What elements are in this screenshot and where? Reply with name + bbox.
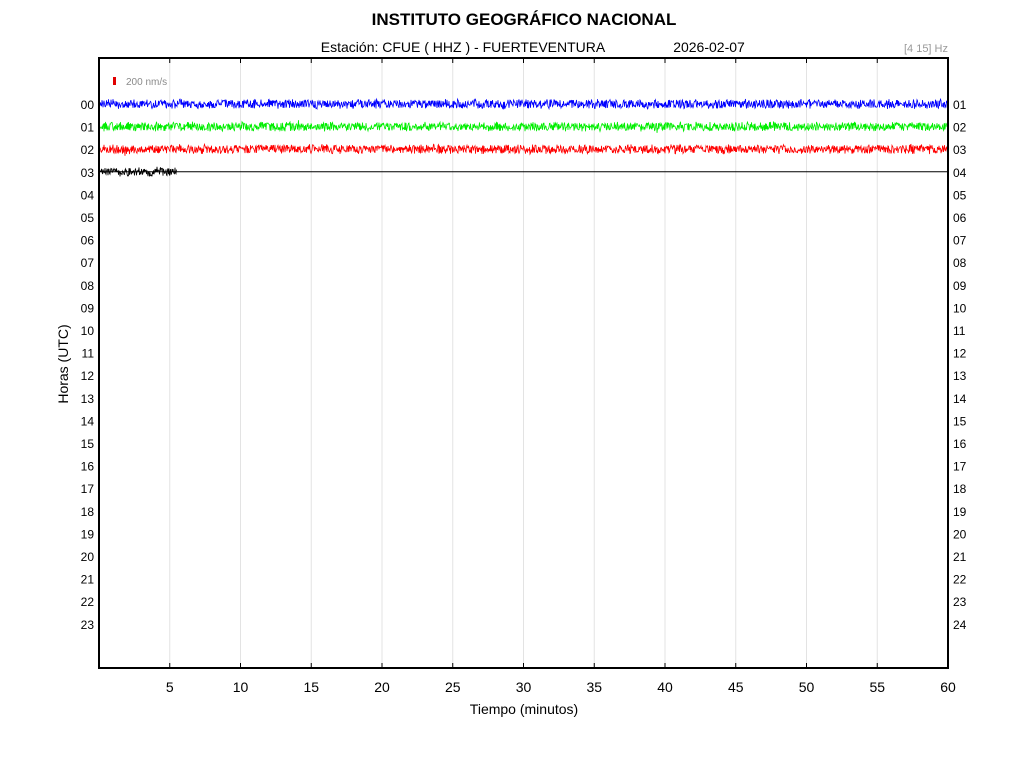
trace-hour-02 <box>98 142 949 156</box>
right-hour-label: 06 <box>953 211 967 225</box>
scale-bar <box>113 77 116 85</box>
seismic-traces <box>98 97 949 177</box>
left-hour-label: 02 <box>81 143 95 157</box>
right-hour-label: 16 <box>953 437 967 451</box>
x-axis-label: Tiempo (minutos) <box>470 701 578 717</box>
right-hour-label: 19 <box>953 505 967 519</box>
left-hour-label: 04 <box>81 188 95 202</box>
left-hour-label: 20 <box>81 550 95 564</box>
left-hour-label: 21 <box>81 573 95 587</box>
scale-label: 200 nm/s <box>126 77 167 88</box>
left-hour-label: 22 <box>81 595 95 609</box>
right-hour-label: 24 <box>953 618 967 632</box>
right-hour-label: 13 <box>953 369 967 383</box>
left-hour-label: 12 <box>81 369 95 383</box>
right-hour-label: 12 <box>953 347 967 361</box>
station-label: Estación: CFUE ( HHZ ) - FUERTEVENTURA <box>321 39 606 55</box>
frequency-band-label: [4 15] Hz <box>904 43 948 55</box>
left-hour-label: 15 <box>81 437 95 451</box>
left-hour-label: 14 <box>81 414 95 428</box>
x-tick-label: 20 <box>374 679 390 695</box>
right-hour-label: 05 <box>953 188 967 202</box>
x-tick-label: 15 <box>303 679 319 695</box>
left-hour-label: 05 <box>81 211 95 225</box>
left-hour-label: 07 <box>81 256 95 270</box>
x-tick-label: 50 <box>799 679 815 695</box>
vertical-gridlines <box>169 58 878 668</box>
x-axis-ticks: 5 10 15 20 25 30 35 40 45 50 55 60 <box>166 58 956 695</box>
left-hour-label: 23 <box>81 618 95 632</box>
left-hour-label: 01 <box>81 121 95 135</box>
left-hour-label: 19 <box>81 527 95 541</box>
y-axis-label: Horas (UTC) <box>55 324 71 403</box>
x-tick-label: 55 <box>869 679 885 695</box>
right-hour-label: 18 <box>953 482 967 496</box>
chart-title: INSTITUTO GEOGRÁFICO NACIONAL <box>372 10 677 29</box>
left-hour-label: 17 <box>81 482 95 496</box>
trace-hour-00 <box>98 97 949 111</box>
right-hour-label: 01 <box>953 98 967 112</box>
left-hour-label: 08 <box>81 279 95 293</box>
right-hour-label: 09 <box>953 279 967 293</box>
right-hour-label: 07 <box>953 234 967 248</box>
left-hour-label: 00 <box>81 98 95 112</box>
x-tick-label: 35 <box>586 679 602 695</box>
x-tick-label: 40 <box>657 679 673 695</box>
right-hour-label: 04 <box>953 166 967 180</box>
right-hour-ticks: 01 02 03 04 05 06 07 08 09 10 11 12 13 14 15 16 17 18 19 20… <box>953 98 967 632</box>
left-hour-label: 16 <box>81 460 95 474</box>
x-tick-label: 60 <box>940 679 956 695</box>
left-hour-label: 11 <box>82 347 95 361</box>
right-hour-label: 22 <box>953 573 967 587</box>
right-hour-label: 23 <box>953 595 967 609</box>
right-hour-label: 08 <box>953 256 967 270</box>
x-tick-label: 25 <box>445 679 461 695</box>
trace-hour-01 <box>98 120 949 133</box>
left-hour-label: 06 <box>81 234 95 248</box>
x-tick-label: 5 <box>166 679 174 695</box>
left-hour-label: 13 <box>81 392 95 406</box>
right-hour-label: 02 <box>953 121 967 135</box>
x-tick-label: 45 <box>728 679 744 695</box>
left-hour-label: 09 <box>81 301 95 315</box>
right-hour-label: 03 <box>953 143 967 157</box>
right-hour-label: 17 <box>953 460 967 474</box>
right-hour-label: 10 <box>953 301 967 315</box>
right-hour-label: 15 <box>953 414 967 428</box>
right-hour-label: 14 <box>953 392 967 406</box>
x-tick-label: 10 <box>233 679 249 695</box>
right-hour-label: 20 <box>953 527 967 541</box>
right-hour-label: 11 <box>953 324 966 338</box>
left-hour-label: 18 <box>81 505 95 519</box>
right-hour-label: 21 <box>953 550 967 564</box>
left-hour-ticks: 00 01 02 03 04 05 06 07 08 09 10 11 12 13 14 15 16 17 18 19… <box>81 98 95 632</box>
date-label: 2026-02-07 <box>673 39 745 55</box>
left-hour-label: 10 <box>81 324 95 338</box>
x-tick-label: 30 <box>516 679 532 695</box>
left-hour-label: 03 <box>81 166 95 180</box>
